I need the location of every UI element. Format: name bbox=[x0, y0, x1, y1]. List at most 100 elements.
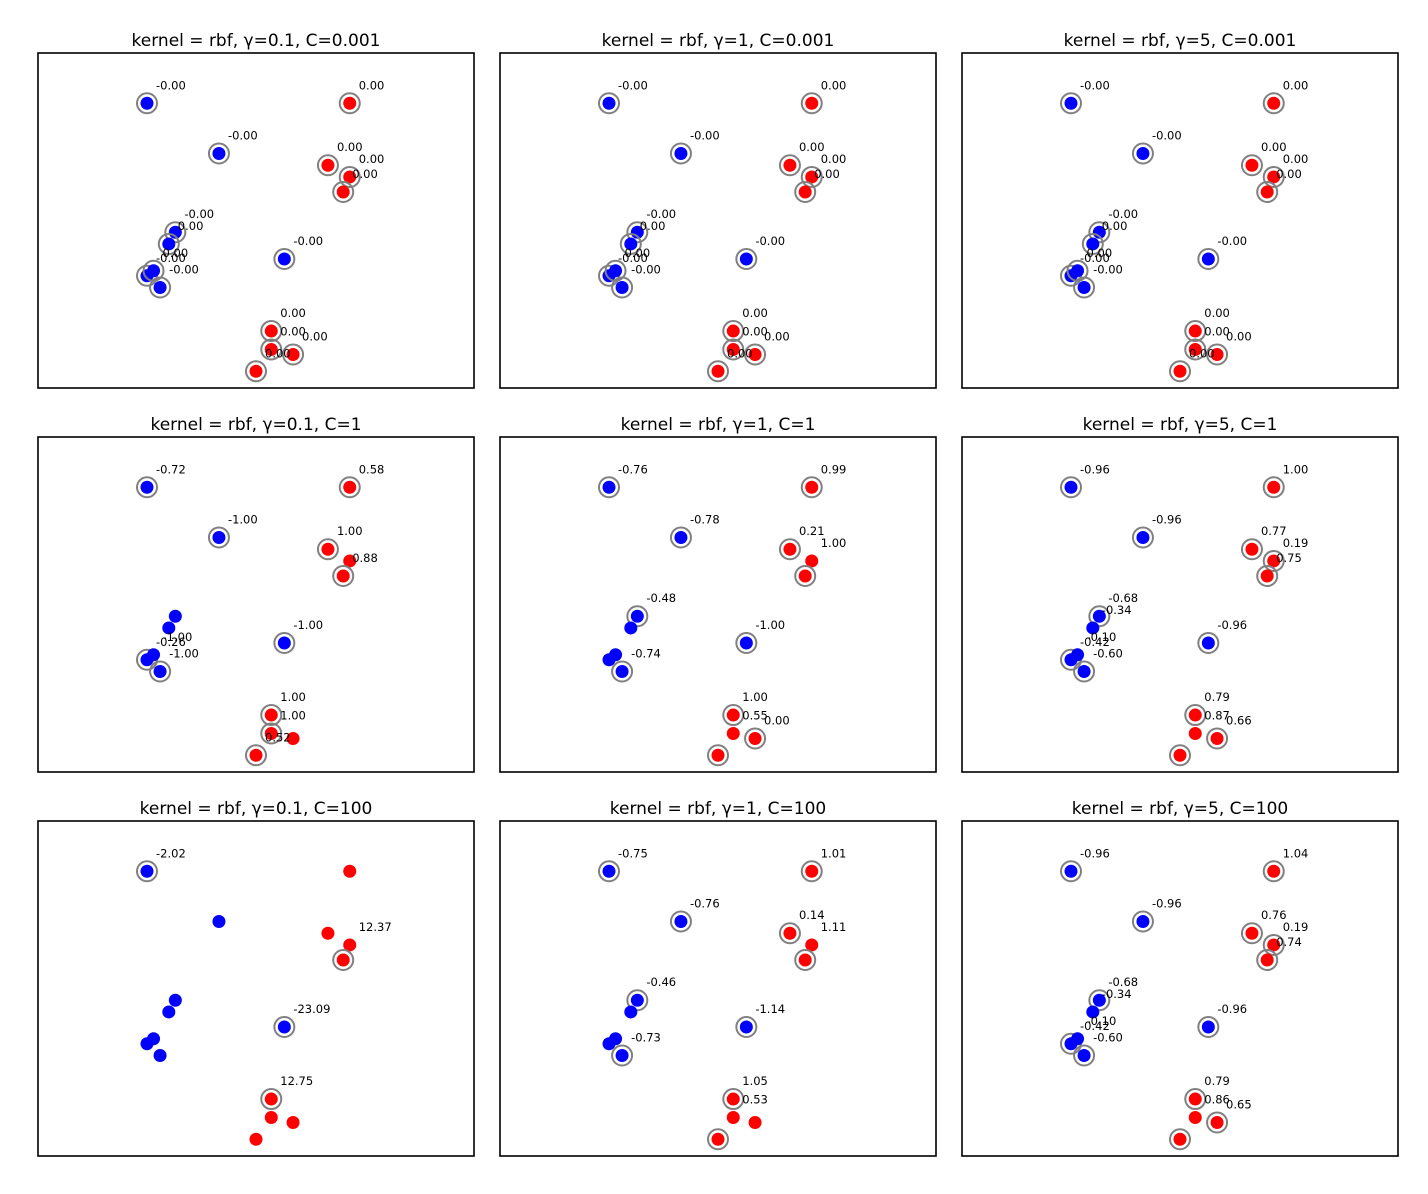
support-vector-ring bbox=[669, 910, 692, 933]
point-positive bbox=[321, 542, 335, 556]
support-vector-ring bbox=[157, 232, 180, 255]
point-positive bbox=[805, 864, 819, 878]
support-vector-ring bbox=[260, 338, 283, 361]
support-vector-ring bbox=[207, 142, 230, 165]
point-positive bbox=[286, 1116, 300, 1129]
point-positive bbox=[805, 938, 819, 952]
dual-coef-label: -1.14 bbox=[755, 1002, 785, 1016]
dual-coef-label: -0.00 bbox=[156, 78, 186, 92]
support-vector-ring bbox=[1262, 549, 1285, 572]
dual-coef-label: -0.10 bbox=[1087, 1014, 1117, 1028]
point-positive bbox=[783, 542, 797, 556]
point-negative bbox=[630, 993, 644, 1007]
subplot-6: kernel = rbf, γ=5, C=1-0.96-0.96-0.68-0.… bbox=[961, 415, 1399, 773]
point-positive bbox=[343, 938, 357, 952]
subplot-title: kernel = rbf, γ=0.1, C=100 bbox=[140, 799, 373, 819]
point-positive bbox=[1267, 554, 1281, 568]
point-positive bbox=[286, 732, 300, 745]
support-vector-ring bbox=[800, 476, 823, 499]
dual-coef-label: -0.96 bbox=[1152, 897, 1182, 911]
point-negative bbox=[1077, 665, 1091, 678]
axes-frame bbox=[37, 436, 475, 773]
dual-coef-label: -0.00 bbox=[1080, 78, 1110, 92]
support-vector-ring bbox=[245, 744, 267, 767]
point-positive bbox=[336, 569, 350, 583]
dual-coef-label: -0.46 bbox=[646, 975, 676, 989]
dual-coef-label: -0.68 bbox=[1108, 591, 1138, 605]
dual-coef-label: -0.10 bbox=[1087, 630, 1117, 644]
point-negative bbox=[277, 1020, 291, 1034]
dual-coef-label: -0.00 bbox=[690, 129, 720, 143]
point-negative bbox=[1201, 636, 1215, 650]
axes-frame bbox=[499, 436, 937, 773]
support-vector-ring bbox=[735, 248, 758, 271]
point-positive bbox=[726, 708, 740, 722]
support-vector-ring bbox=[778, 922, 801, 945]
point-positive bbox=[1210, 1116, 1224, 1129]
dual-coef-label: 0.74 bbox=[1276, 935, 1302, 949]
point-negative bbox=[602, 480, 616, 494]
support-vector-ring bbox=[1262, 165, 1285, 188]
point-negative bbox=[630, 609, 644, 623]
support-vector-ring bbox=[1262, 476, 1285, 499]
support-vector-ring bbox=[282, 343, 305, 366]
axes-frame bbox=[961, 820, 1399, 1157]
data-points: -0.00-0.00-0.000.00-0.000.00-0.00-0.000.… bbox=[598, 78, 846, 383]
support-vector-ring bbox=[794, 949, 817, 972]
point-negative bbox=[1136, 147, 1150, 160]
dual-coef-label: 0.58 bbox=[359, 462, 385, 476]
point-positive bbox=[1260, 185, 1274, 199]
support-vector-ring bbox=[626, 605, 649, 628]
point-positive bbox=[1245, 158, 1259, 172]
support-vector-ring bbox=[164, 221, 187, 244]
point-negative bbox=[1136, 531, 1150, 544]
dual-coef-label: -0.34 bbox=[1102, 987, 1132, 1001]
dual-coef-label: 0.52 bbox=[265, 730, 291, 744]
support-vector-ring bbox=[245, 360, 267, 383]
support-vector-ring bbox=[273, 1016, 296, 1039]
subplot-7: kernel = rbf, γ=0.1, C=100 -2.02 -23.09 12.… bbox=[37, 799, 475, 1157]
support-vector-ring bbox=[626, 221, 649, 244]
dual-coef-label: -0.76 bbox=[690, 897, 720, 911]
point-negative bbox=[212, 915, 226, 928]
support-vector-ring bbox=[332, 949, 355, 972]
subplot-4: kernel = rbf, γ=0.1, C=1-0.72-1.00-0.26-… bbox=[37, 415, 475, 773]
point-positive bbox=[1173, 364, 1187, 378]
support-vector-ring bbox=[744, 343, 767, 366]
support-vector-ring bbox=[800, 860, 823, 883]
dual-coef-label: -0.00 bbox=[618, 78, 648, 92]
point-positive bbox=[805, 554, 819, 568]
point-positive bbox=[1245, 926, 1259, 940]
point-negative bbox=[1071, 264, 1085, 278]
dual-coef-label: 12.75 bbox=[280, 1074, 313, 1088]
point-positive bbox=[249, 748, 263, 762]
dual-coef-label: 0.00 bbox=[1226, 330, 1252, 344]
point-positive bbox=[805, 170, 819, 184]
point-negative bbox=[609, 648, 623, 662]
dual-coef-label: 0.53 bbox=[742, 1092, 768, 1106]
point-positive bbox=[711, 748, 725, 762]
point-negative bbox=[277, 636, 291, 650]
support-vector-ring bbox=[800, 165, 823, 188]
support-vector-ring bbox=[273, 632, 296, 655]
dual-coef-label: -0.00 bbox=[228, 129, 258, 143]
dual-coef-label: -1.00 bbox=[228, 513, 258, 527]
dual-coef-label: -2.02 bbox=[156, 846, 186, 860]
dual-coef-label: 12.37 bbox=[359, 920, 392, 934]
support-vector-ring bbox=[1184, 1088, 1207, 1111]
point-positive bbox=[1267, 96, 1281, 110]
point-positive bbox=[1188, 1092, 1202, 1106]
point-positive bbox=[1267, 170, 1281, 184]
point-negative bbox=[739, 636, 753, 650]
subplot-5: kernel = rbf, γ=1, C=1 -0.76 -0.78 -0.48 -0.… bbox=[499, 415, 937, 773]
dual-coef-label: 0.00 bbox=[742, 306, 768, 320]
dual-coef-label: -0.48 bbox=[646, 591, 676, 605]
point-negative bbox=[277, 252, 291, 266]
subplot-title: kernel = rbf, γ=0.1, C=0.001 bbox=[132, 31, 381, 51]
support-vector-ring bbox=[1088, 605, 1111, 628]
support-vector-ring bbox=[1169, 1128, 1191, 1151]
point-negative bbox=[615, 1049, 629, 1062]
support-vector-ring bbox=[136, 92, 158, 115]
support-vector-ring bbox=[316, 154, 339, 177]
dual-coef-label: 0.00 bbox=[625, 246, 651, 260]
